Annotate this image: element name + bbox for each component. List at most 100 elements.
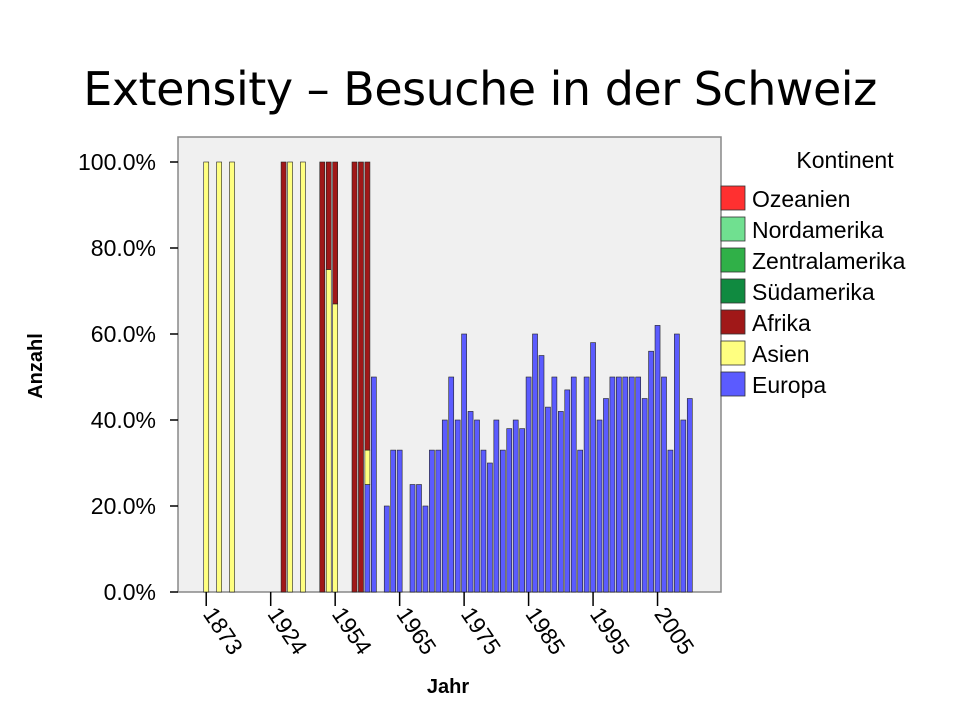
bar-segment [364, 161, 371, 451]
bar-segment [287, 161, 293, 593]
bar-segment [325, 269, 332, 593]
y-tick-label: 100.0% [78, 149, 156, 175]
bar-segment [512, 419, 519, 593]
bar-segment [570, 376, 577, 593]
x-axis-title: Jahr [427, 676, 469, 698]
legend-swatch [720, 371, 746, 397]
bar-segment [596, 419, 603, 593]
y-tick-label: 40.0% [91, 407, 156, 433]
legend: Kontinent Ozeanien Nordamerika Zentralameri… [720, 147, 906, 398]
bar-segment [590, 342, 596, 593]
legend-swatch [720, 247, 746, 273]
legend-swatch [720, 216, 746, 242]
bar-segment [538, 355, 545, 593]
bar-segment [564, 389, 571, 593]
bar-segment [487, 462, 493, 593]
bar-segment [396, 449, 403, 593]
legend-swatch [720, 340, 746, 366]
legend-label: Asien [752, 341, 810, 367]
legend-label: Nordamerika [752, 217, 884, 243]
bar-segment [654, 325, 661, 593]
x-axis: 1873 1924 1954 1965 1975 1985 1995 2005 [198, 592, 700, 659]
bar-segment [203, 161, 210, 593]
x-tick-label: 1985 [520, 602, 570, 659]
bar-segment [467, 411, 474, 593]
bar-segment [628, 376, 635, 593]
bar-segment [551, 376, 558, 593]
bar-segment [416, 484, 422, 593]
legend-label: Ozeanien [752, 186, 850, 212]
bar-segment [667, 449, 674, 593]
bar-segment [300, 161, 306, 593]
bar-segment [351, 161, 358, 593]
bar-segment [609, 376, 616, 593]
bar-segment [661, 376, 667, 593]
bar-segment [422, 505, 429, 593]
x-tick-label: 1924 [263, 602, 313, 659]
bar-segment [448, 376, 455, 593]
bar-segment [532, 333, 538, 593]
y-tick-label: 80.0% [91, 235, 156, 261]
bar-segment [390, 449, 397, 593]
x-tick-label: 1975 [456, 602, 506, 659]
bar-segment [229, 161, 235, 593]
legend-title: Kontinent [796, 147, 894, 173]
bar-segment [364, 449, 371, 485]
bar-segment [603, 398, 609, 593]
bar-segment [577, 449, 583, 593]
bar-segment [519, 428, 525, 593]
bar-segment [216, 161, 222, 593]
bar-segment [558, 411, 564, 593]
bar-segment [506, 428, 513, 593]
y-tick-label: 20.0% [91, 493, 156, 519]
legend-label: Afrika [752, 310, 811, 336]
bar-segment [545, 406, 551, 593]
bar-segment [674, 333, 680, 593]
legend-label: Europa [752, 372, 826, 398]
bar-segment [435, 449, 442, 593]
bar-segment [454, 419, 461, 593]
bar-segment [332, 161, 338, 305]
bar-segment [583, 376, 590, 593]
x-tick-label: 1995 [585, 602, 635, 659]
x-tick-label: 1873 [198, 602, 248, 659]
bar-segment [680, 419, 687, 593]
bar-segment [493, 419, 500, 593]
legend-label: Südamerika [752, 279, 875, 305]
bar-segment [332, 303, 338, 593]
bar-segment [641, 398, 648, 593]
y-tick-label: 0.0% [104, 579, 156, 605]
bar-segment [686, 398, 693, 593]
bar-segment [280, 161, 287, 593]
legend-label: Zentralamerika [752, 248, 906, 274]
bar-segment [383, 505, 390, 593]
bar-segment [371, 376, 377, 593]
bar-segment [525, 376, 532, 593]
bar-segment [480, 449, 487, 593]
legend-swatch [720, 278, 746, 304]
bar-segment [409, 484, 416, 593]
y-axis: 0.0% 20.0% 40.0% 60.0% 80.0% 100.0% [78, 149, 178, 605]
y-axis-title: Anzahl [25, 333, 47, 399]
bar-segment [616, 376, 622, 593]
slide-title: Extensity – Besuche in der Schweiz [83, 62, 877, 116]
y-tick-label: 60.0% [91, 321, 156, 347]
bar-segment [499, 449, 506, 593]
x-tick-label: 1965 [391, 602, 441, 659]
bar-segment [319, 161, 326, 593]
bar-segment [441, 419, 448, 593]
bar-segment [429, 449, 435, 593]
bar-segment [648, 350, 654, 593]
bar-segment [364, 484, 371, 593]
legend-swatch [720, 185, 746, 211]
x-tick-label: 2005 [649, 602, 699, 659]
bar-segment [474, 419, 480, 593]
bars-layer [203, 161, 693, 593]
bar-segment [325, 161, 332, 270]
bar-segment [461, 333, 467, 593]
x-tick-label: 1954 [327, 602, 377, 659]
bar-segment [358, 161, 364, 593]
bar-segment [635, 376, 642, 593]
bar-segment [622, 376, 629, 593]
